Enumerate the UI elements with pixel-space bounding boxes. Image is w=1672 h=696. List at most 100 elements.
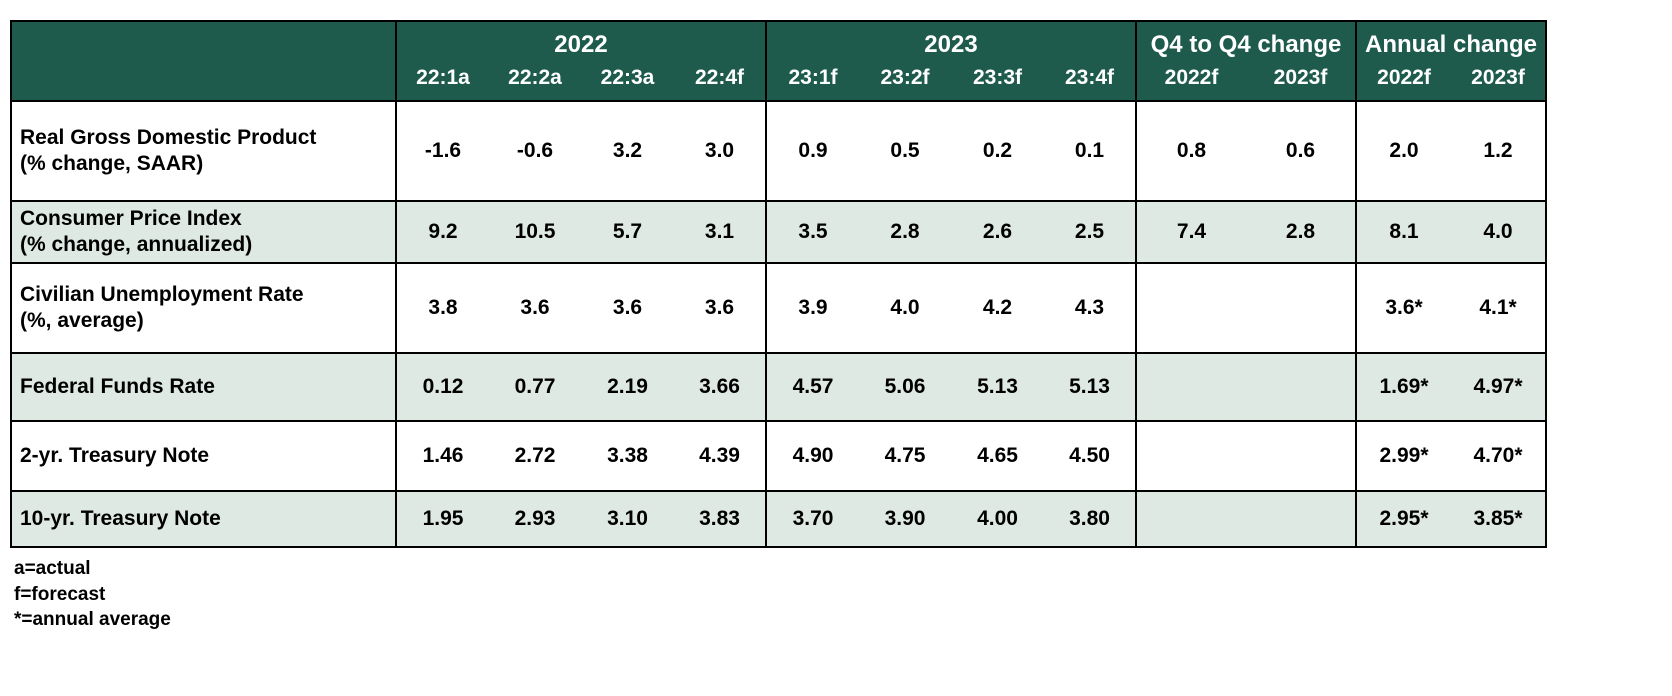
- value-cell: 2.95*: [1355, 491, 1451, 547]
- value-cell: [1246, 421, 1356, 491]
- col-header-233f-g1: 23:3f: [951, 61, 1044, 101]
- value-cell: 5.13: [977, 375, 1018, 398]
- value-cell: 8.1: [1355, 201, 1451, 263]
- value-cell: 4.0: [890, 296, 920, 319]
- group-header-2022: 2022: [395, 21, 766, 61]
- value-cell: [1135, 353, 1246, 421]
- value-cell: [1246, 263, 1356, 353]
- value-cell: 2.93: [514, 507, 556, 530]
- value-cell: 3.2: [612, 139, 643, 162]
- value-cell: 1.69*: [1355, 353, 1451, 421]
- col-header-224f-g0: 22:4f: [674, 61, 766, 101]
- value-cell: 4.70*: [1473, 444, 1523, 467]
- col-header-223a-g0: 22:3a: [581, 61, 674, 101]
- value-cell: 3.6: [612, 296, 643, 319]
- row-label: Real Gross Domestic Product (% change, SA…: [20, 125, 317, 175]
- value-cell: 9.2: [395, 201, 489, 263]
- col-header-231f-g1: 23:1f: [765, 61, 859, 101]
- group-header-2023: 2023: [765, 21, 1136, 61]
- value-cell: 4.57: [765, 353, 859, 421]
- value-cell: 3.0: [704, 139, 735, 162]
- value-cell: 0.5: [890, 139, 920, 162]
- col-header-234f-g1: 23:4f: [1044, 61, 1136, 101]
- value-cell: 2.0: [1355, 101, 1451, 201]
- value-cell: 4.97*: [1473, 375, 1523, 398]
- value-cell: 0.9: [765, 101, 859, 201]
- value-cell: 1.46: [395, 421, 489, 491]
- value-cell: 4.50: [1069, 444, 1110, 467]
- value-cell: 4.1*: [1479, 296, 1517, 319]
- value-cell: 5.06: [884, 375, 926, 398]
- row-label: Federal Funds Rate: [20, 374, 215, 398]
- value-cell: 10.5: [514, 220, 556, 243]
- value-cell: 3.1: [704, 220, 735, 243]
- footnotes: a=actual f=forecast *=annual average: [10, 556, 1547, 633]
- value-cell: 4.65: [977, 444, 1018, 467]
- value-cell: 3.66: [699, 375, 740, 398]
- value-cell: 4.75: [884, 444, 926, 467]
- value-cell: 4.39: [699, 444, 740, 467]
- value-cell: 4.90: [765, 421, 859, 491]
- value-cell: 0.6: [1285, 139, 1316, 162]
- table-row: Consumer Price Index (% change, annualize…: [11, 201, 1546, 263]
- value-cell: 3.83: [699, 507, 740, 530]
- subheader-row: 22:1a 22:2a 22:3a 22:4f 23:1f 23:2f 23:3f 23:4f…: [11, 61, 1546, 101]
- value-cell: 7.4: [1135, 201, 1246, 263]
- footnote-forecast: f=forecast: [14, 583, 106, 605]
- value-cell: 3.80: [1069, 507, 1110, 530]
- value-cell: 1.2: [1483, 139, 1513, 162]
- value-cell: 3.9: [765, 263, 859, 353]
- value-cell: 3.6: [704, 296, 735, 319]
- group-header-row: 2022 2023 Q4 to Q4 change Annual change: [11, 21, 1546, 101]
- row-label: Consumer Price Index (% change, annualize…: [20, 206, 253, 256]
- table-row: 10-yr. Treasury Note 1.95 2.93 3.10 3.83 3.70…: [11, 491, 1546, 547]
- value-cell: 0.2: [982, 139, 1013, 162]
- col-header-2023f-g3: 2023f: [1451, 61, 1546, 101]
- footnote-actual: a=actual: [14, 558, 91, 579]
- forecast-table-container: 2022 2023 Q4 to Q4 change Annual change …: [10, 20, 1547, 633]
- value-cell: 3.6*: [1355, 263, 1451, 353]
- table-row: Federal Funds Rate 0.12 0.77 2.19 3.66 4.57 5.…: [11, 353, 1546, 421]
- row-label: 2-yr. Treasury Note: [20, 443, 210, 467]
- value-cell: [1246, 491, 1356, 547]
- corner-cell: [11, 21, 396, 101]
- value-cell: 3.5: [765, 201, 859, 263]
- value-cell: 4.3: [1074, 296, 1105, 319]
- value-cell: 3.85*: [1473, 507, 1523, 530]
- value-cell: 0.1: [1074, 139, 1105, 162]
- value-cell: 2.72: [514, 444, 556, 467]
- value-cell: 5.7: [612, 220, 643, 243]
- value-cell: 2.19: [607, 375, 648, 398]
- value-cell: 2.99*: [1355, 421, 1451, 491]
- row-label: Civilian Unemployment Rate (%, average): [20, 282, 304, 332]
- value-cell: [1135, 421, 1246, 491]
- group-header-q4-to-q4-change: Q4 to Q4 change: [1135, 21, 1356, 61]
- table-row: 2-yr. Treasury Note 1.46 2.72 3.38 4.39 4.90 4…: [11, 421, 1546, 491]
- table-row: Civilian Unemployment Rate (%, average) 3.…: [11, 263, 1546, 353]
- value-cell: 3.70: [765, 491, 859, 547]
- value-cell: 2.8: [890, 220, 920, 243]
- table-row: Real Gross Domestic Product (% change, SA…: [11, 101, 1546, 201]
- value-cell: [1135, 491, 1246, 547]
- col-header-221a-g0: 22:1a: [395, 61, 489, 101]
- col-header-2022f-g3: 2022f: [1355, 61, 1451, 101]
- value-cell: 1.95: [395, 491, 489, 547]
- value-cell: 3.10: [607, 507, 648, 530]
- value-cell: 0.8: [1135, 101, 1246, 201]
- value-cell: -0.6: [516, 139, 554, 162]
- value-cell: 2.6: [982, 220, 1013, 243]
- value-cell: [1135, 263, 1246, 353]
- group-header-annual-change: Annual change: [1355, 21, 1546, 61]
- value-cell: 4.0: [1483, 220, 1513, 243]
- economic-forecast-table: 2022 2023 Q4 to Q4 change Annual change …: [10, 20, 1547, 548]
- value-cell: 2.5: [1074, 220, 1105, 243]
- col-header-2023f-g2: 2023f: [1246, 61, 1356, 101]
- value-cell: 3.90: [884, 507, 926, 530]
- row-label: 10-yr. Treasury Note: [20, 506, 221, 530]
- value-cell: 0.77: [514, 375, 556, 398]
- value-cell: 3.6: [520, 296, 550, 319]
- col-header-232f-g1: 23:2f: [859, 61, 951, 101]
- footnote-annual-average: *=annual average: [14, 609, 171, 631]
- value-cell: -1.6: [395, 101, 489, 201]
- value-cell: 2.8: [1285, 220, 1316, 243]
